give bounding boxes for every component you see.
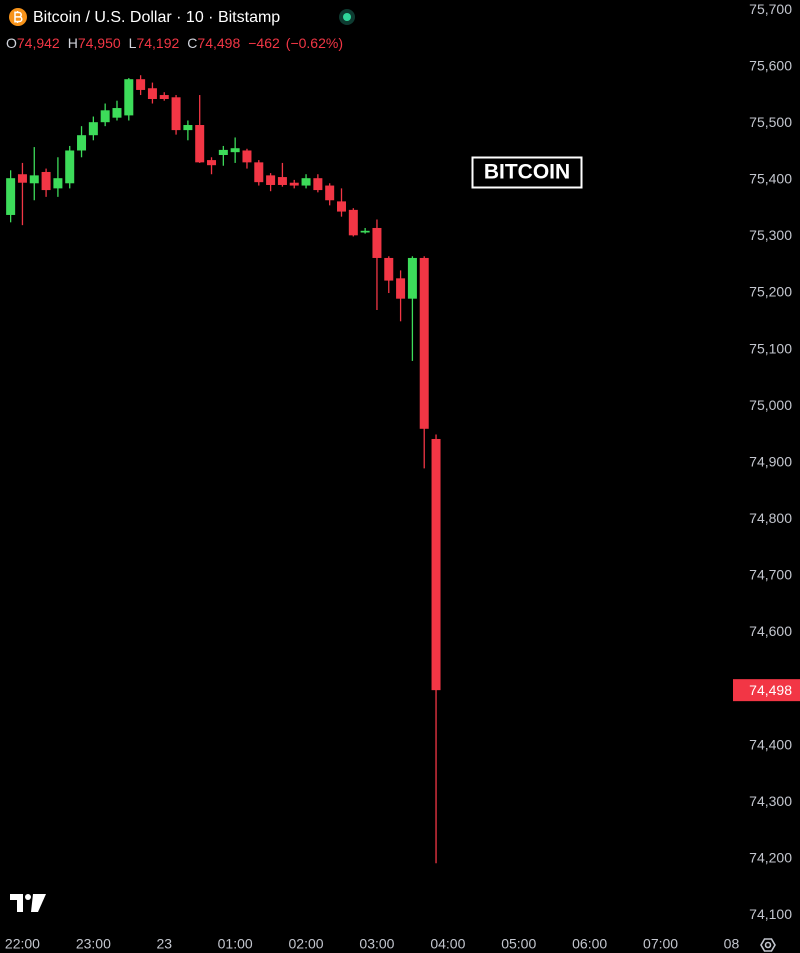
candle-body	[313, 178, 323, 191]
candle-body	[53, 178, 63, 189]
candle-body	[136, 79, 146, 90]
header-item: H	[68, 35, 78, 51]
header-item: 74,950	[78, 35, 121, 51]
logo	[10, 894, 46, 912]
candle-body	[41, 171, 51, 191]
candle-body	[218, 149, 228, 155]
x-tick-label: 02:00	[289, 936, 324, 952]
header-item: 74,498	[197, 35, 240, 51]
header-item: (−0.62%)	[286, 35, 343, 51]
last-price-tag	[733, 679, 800, 702]
y-tick-label: 75,500	[749, 114, 792, 130]
candle-body	[207, 160, 217, 166]
candle-body	[195, 125, 205, 163]
candle-body	[254, 162, 264, 183]
y-tick-label: 75,600	[749, 57, 792, 73]
y-tick-label: 75,100	[749, 340, 792, 356]
candle-body	[431, 438, 441, 691]
x-tick-label: 03:00	[359, 936, 394, 952]
candle-body	[29, 175, 39, 184]
plot-area	[6, 75, 441, 864]
settings-icon[interactable]	[760, 938, 776, 952]
y-tick-label: 75,400	[749, 171, 792, 187]
last-price-label: 74,498	[749, 682, 792, 698]
candle-body	[65, 150, 75, 184]
candle-body	[277, 177, 287, 185]
y-tick-label: 75,700	[749, 1, 792, 17]
candle-body	[77, 135, 87, 151]
candle-body	[325, 185, 335, 201]
candle-body	[112, 108, 122, 118]
chart-title: Bitcoin / U.S. Dollar · 10 · Bitstamp	[33, 9, 280, 26]
candle-body	[289, 182, 299, 186]
x-tick-label: 04:00	[430, 936, 465, 952]
candle-body	[372, 227, 382, 258]
candle-body	[147, 88, 157, 99]
annotation: BITCOIN	[484, 161, 570, 184]
candle-body	[242, 150, 252, 163]
symbol-icon	[9, 8, 27, 26]
y-tick-label: 74,300	[749, 793, 792, 809]
annotation-box	[471, 156, 583, 189]
y-tick-label: 74,900	[749, 453, 792, 469]
candle-body	[230, 148, 240, 153]
x-tick-label: 07:00	[643, 936, 678, 952]
y-tick-label: 74,700	[749, 567, 792, 583]
x-tick-label: 22:00	[5, 936, 40, 952]
ohlc-header: O74,942 H74,950 L74,192 C74,498 −462 (−0.62%)	[6, 35, 343, 51]
y-tick-label: 74,400	[749, 736, 792, 752]
candle-body	[419, 257, 429, 429]
header-item: L	[129, 35, 137, 51]
candle-body	[100, 110, 110, 123]
candle-body	[17, 174, 27, 183]
candle-body	[384, 257, 394, 281]
candle-body	[88, 122, 98, 136]
x-tick-label: 23	[156, 936, 172, 952]
candle-body	[124, 79, 134, 116]
candle-body	[348, 209, 358, 236]
header-item: C	[187, 35, 197, 51]
header-item: O	[6, 35, 17, 51]
candle-body	[159, 95, 169, 99]
candle-body	[407, 257, 417, 299]
candle-body	[396, 278, 406, 299]
x-tick-label: 23:00	[76, 936, 111, 952]
x-tick-label: 01:00	[218, 936, 253, 952]
candle-body	[183, 125, 193, 131]
header-item: 74,942	[17, 35, 60, 51]
x-tick-label: 05:00	[501, 936, 536, 952]
x-tick-label: 08	[724, 936, 740, 952]
y-tick-label: 75,300	[749, 227, 792, 243]
candle-body	[171, 97, 181, 131]
x-tick-label: 06:00	[572, 936, 607, 952]
y-tick-label: 75,200	[749, 284, 792, 300]
market-status	[339, 9, 355, 25]
header-item: 74,192	[136, 35, 179, 51]
candle-body	[266, 175, 276, 185]
y-tick-label: 74,100	[749, 906, 792, 922]
y-tick-label: 74,800	[749, 510, 792, 526]
candle-body	[301, 178, 311, 186]
candle-body	[337, 201, 347, 212]
candle-body	[6, 178, 16, 215]
y-tick-label: 74,600	[749, 623, 792, 639]
y-tick-label: 74,200	[749, 849, 792, 865]
candle-body	[360, 230, 370, 233]
header-item: −462	[248, 35, 280, 51]
y-tick-label: 75,000	[749, 397, 792, 413]
